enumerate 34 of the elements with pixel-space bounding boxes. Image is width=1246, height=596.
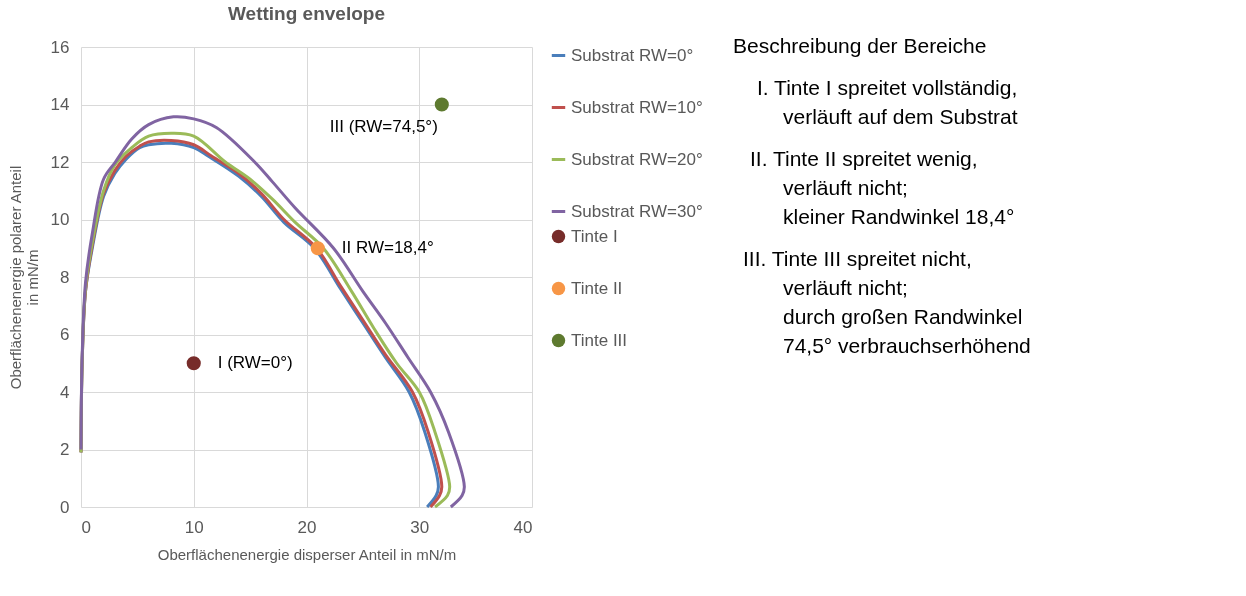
x-tick-label: 20 xyxy=(297,517,317,537)
annotation: I (RW=0°) xyxy=(217,353,293,373)
point xyxy=(186,356,201,371)
annotation: II RW=18,4° xyxy=(341,238,434,258)
y-tick-label: 14 xyxy=(50,95,70,114)
chart-title: Wetting envelope xyxy=(228,3,385,24)
y-tick-label: 12 xyxy=(50,152,70,172)
legend-label: Substrat RW=20° xyxy=(571,149,703,169)
y-tick-label: 10 xyxy=(50,210,70,229)
text: II. Tinte II spreitet wenig, verläuft nicht; kleiner Randwinkel 18,4° xyxy=(750,147,1015,228)
x-tick-label: 0 xyxy=(81,517,91,537)
legend-label: Tinte I xyxy=(571,226,618,246)
text: Beschreibung der Bereiche xyxy=(733,34,987,57)
annotation: III (RW=74,5°) xyxy=(329,116,438,136)
legend-label: Tinte II xyxy=(571,278,623,298)
legend-label: Tinte III xyxy=(571,330,628,350)
legend-label: Substrat RW=0° xyxy=(571,45,694,65)
y-tick-label: 8 xyxy=(60,267,70,287)
legend-label: Substrat RW=30° xyxy=(571,201,703,221)
text: I. Tinte I spreitet vollständig, verläuft auf dem Substrat xyxy=(757,76,1018,128)
x-tick-label: 10 xyxy=(184,517,204,537)
y-axis-title: Oberflächenenergie polarer Anteil in mN/m xyxy=(6,165,41,390)
y-tick-label: 16 xyxy=(50,37,70,57)
legend-label: Substrat RW=10° xyxy=(571,97,703,117)
y-tick-label: 2 xyxy=(60,440,70,459)
y-tick-label: 0 xyxy=(60,497,70,517)
x-tick-label: 40 xyxy=(513,517,533,537)
x-axis-title: Oberflächenenergie disperser Anteil in mN/m xyxy=(157,545,457,563)
y-tick-label: 6 xyxy=(60,325,70,344)
point xyxy=(434,97,449,112)
point xyxy=(310,241,325,256)
x-tick-label: 30 xyxy=(410,517,430,537)
text: III. Tinte III spreitet nicht, verläuft nicht; durch großen Randwinkel 74,5° verbrauchserhöhend xyxy=(743,247,1031,357)
y-tick-label: 4 xyxy=(60,382,70,402)
